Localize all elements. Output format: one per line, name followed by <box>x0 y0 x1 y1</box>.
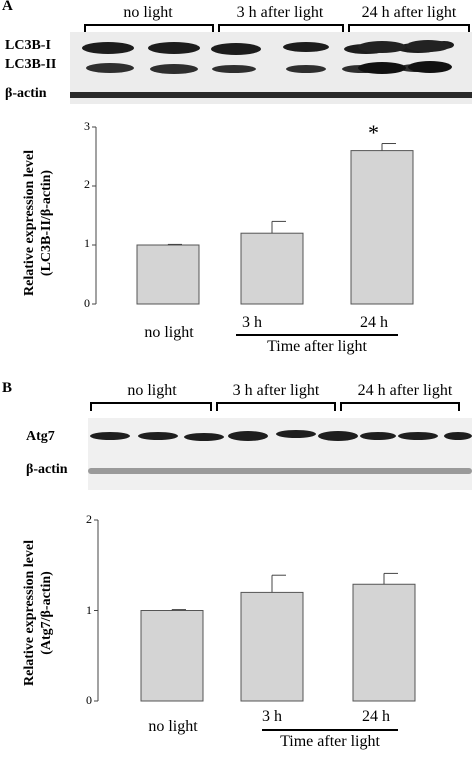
blot-bracket-24h <box>348 24 470 33</box>
western-blot-b <box>88 418 472 490</box>
blot-bracket-b-no-light <box>90 402 212 411</box>
y-tick-a-3: 3 <box>84 119 90 133</box>
blot-bracket-no-light <box>84 24 214 33</box>
chart-b-bar-2 <box>352 583 416 702</box>
blot-group-b-no-light: no light <box>127 382 177 399</box>
y-tick-a-0: 0 <box>84 296 90 310</box>
x-label-b-no-light: no light <box>148 718 198 735</box>
blot-bracket-b-24h <box>340 402 460 411</box>
blot-bracket-3h <box>218 24 344 33</box>
x-group-underline-a <box>236 334 398 336</box>
chart-a-bar-1 <box>240 232 304 305</box>
x-label-b-3h: 3 h <box>262 708 282 725</box>
blot-group-no-light: no light <box>123 4 173 21</box>
x-group-label-a: Time after light <box>267 338 367 355</box>
blot-group-3h: 3 h after light <box>236 4 324 21</box>
x-label-a-24h: 24 h <box>360 314 388 331</box>
y-tick-a-2: 2 <box>84 177 90 191</box>
chart-a-bar-2 <box>350 150 414 305</box>
panel-label-b: B <box>2 380 13 396</box>
x-group-underline-b <box>262 729 398 731</box>
x-label-a-3h: 3 h <box>242 314 262 331</box>
band-label-lc3b-i: LC3B-I <box>5 38 51 53</box>
blot-group-b-24h: 24 h after light <box>357 382 453 399</box>
y-tick-b-0: 0 <box>86 693 92 707</box>
band-label-atg7: Atg7 <box>26 429 55 444</box>
chart-a-bar-0 <box>136 244 200 305</box>
x-group-label-b: Time after light <box>280 733 380 750</box>
panel-label-a: A <box>2 0 13 14</box>
y-tick-b-1: 1 <box>86 603 92 617</box>
x-label-b-24h: 24 h <box>362 708 390 725</box>
band-label-lc3b-ii: LC3B-II <box>5 57 57 72</box>
x-label-a-no-light: no light <box>144 324 194 341</box>
western-blot-a <box>70 32 472 104</box>
blot-group-24h: 24 h after light <box>361 4 457 21</box>
y-tick-b-2: 2 <box>86 512 92 526</box>
blot-bracket-b-3h <box>216 402 336 411</box>
significance-marker: * <box>368 120 379 145</box>
band-label-beta-actin: β-actin <box>5 86 47 101</box>
chart-b-bar-1 <box>240 591 304 702</box>
band-label-b-beta-actin: β-actin <box>26 462 68 477</box>
chart-b-bar-0 <box>140 610 204 702</box>
y-tick-a-1: 1 <box>84 236 90 250</box>
blot-group-b-3h: 3 h after light <box>232 382 320 399</box>
